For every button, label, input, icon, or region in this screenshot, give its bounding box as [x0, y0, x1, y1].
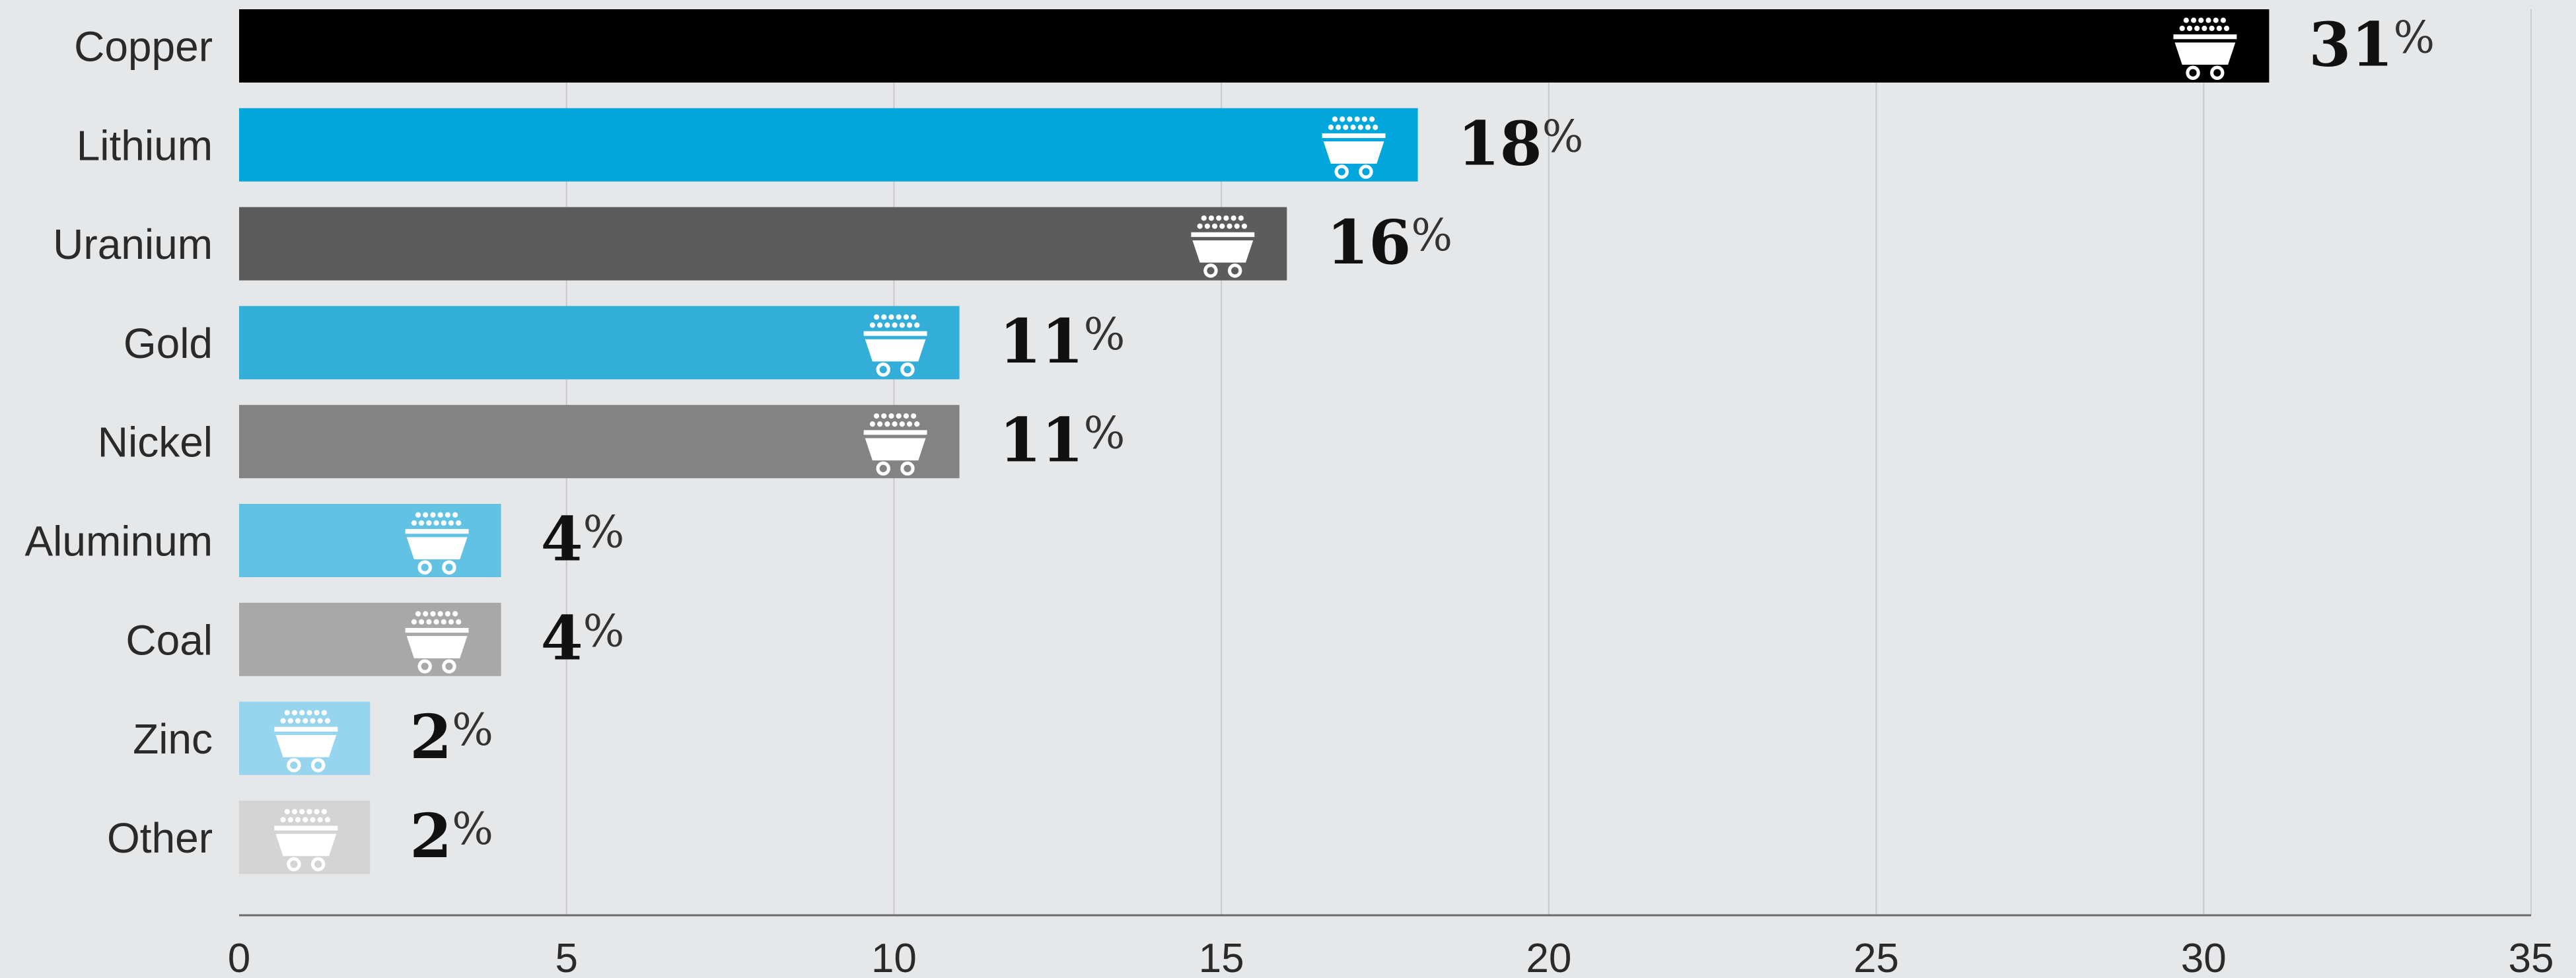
x-tick-label-10: 10 — [871, 936, 917, 978]
category-label-uranium: Uranium — [53, 221, 213, 268]
x-axis-ticks: 0 5 10 15 20 25 30 35 — [228, 936, 2554, 978]
value-percent-sign: % — [1084, 309, 1126, 360]
bar-gold — [239, 306, 960, 380]
category-label-coal: Coal — [125, 616, 213, 664]
value-label-uranium: 16% — [1326, 207, 1452, 278]
x-tick-label-35: 35 — [2509, 936, 2554, 978]
value-label-aluminum: 4% — [541, 504, 625, 575]
category-label-nickel: Nickel — [98, 419, 213, 466]
category-label-copper: Copper — [74, 23, 213, 71]
value-number: 16 — [1326, 207, 1411, 278]
category-label-gold: Gold — [124, 320, 213, 367]
value-percent-sign: % — [1411, 210, 1452, 261]
value-percent-sign: % — [452, 804, 493, 855]
value-label-other: 2% — [410, 800, 493, 872]
category-label-other: Other — [107, 814, 213, 862]
value-number: 31 — [2308, 9, 2393, 81]
value-percent-sign: % — [583, 507, 625, 558]
x-tick-label-5: 5 — [555, 936, 577, 978]
value-number: 4 — [541, 602, 583, 674]
x-tick-label-15: 15 — [1199, 936, 1244, 978]
value-percent-sign: % — [1542, 111, 1584, 162]
value-label-nickel: 11% — [999, 405, 1126, 476]
value-number: 2 — [410, 800, 452, 872]
value-percent-sign: % — [452, 705, 493, 755]
value-label-coal: 4% — [541, 602, 625, 674]
value-label-lithium: 18% — [1458, 108, 1584, 179]
value-label-copper: 31% — [2308, 9, 2435, 81]
value-labels: 31%18%16%11%11%4%4%2%2% — [410, 9, 2435, 872]
x-tick-label-20: 20 — [1526, 936, 1571, 978]
value-label-zinc: 2% — [410, 701, 493, 773]
value-number: 18 — [1458, 108, 1542, 179]
value-percent-sign: % — [583, 606, 625, 656]
value-number: 11 — [999, 405, 1084, 476]
category-labels: Copper Lithium Uranium Gold Nickel Aluminum Co… — [24, 23, 213, 862]
value-label-gold: 11% — [999, 306, 1126, 377]
x-tick-label-30: 30 — [2181, 936, 2227, 978]
value-percent-sign: % — [2393, 13, 2435, 63]
bar-uranium — [239, 207, 1287, 281]
bar-lithium — [239, 108, 1418, 182]
value-number: 4 — [541, 504, 583, 575]
value-percent-sign: % — [1084, 408, 1126, 459]
category-label-aluminum: Aluminum — [24, 518, 213, 565]
x-tick-label-25: 25 — [1853, 936, 1899, 978]
value-number: 2 — [410, 701, 452, 773]
category-label-lithium: Lithium — [77, 122, 213, 169]
bar-copper — [239, 9, 2270, 83]
bars — [239, 9, 2270, 874]
category-label-zinc: Zinc — [133, 715, 213, 763]
x-tick-label-0: 0 — [228, 936, 250, 978]
value-number: 11 — [999, 306, 1084, 377]
bar-nickel — [239, 405, 960, 479]
